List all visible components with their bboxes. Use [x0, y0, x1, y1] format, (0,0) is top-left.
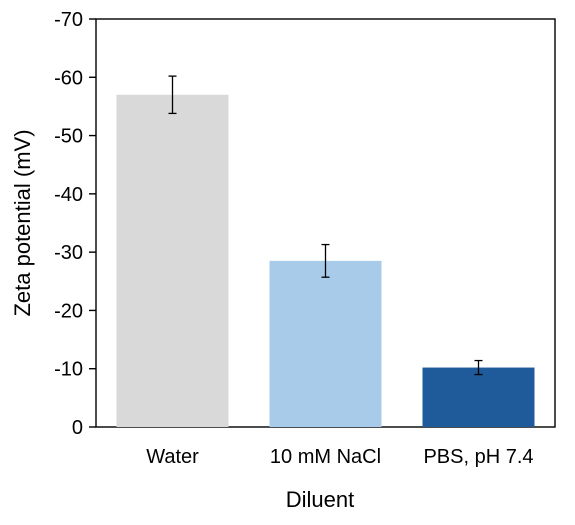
y-tick-label: -10: [54, 359, 83, 381]
x-tick-label: 10 mM NaCl: [270, 446, 381, 468]
bar-water: [116, 94, 229, 428]
y-axis-title: Zeta potential (mV): [10, 129, 35, 316]
bar-10-mm-nacl: [269, 260, 382, 427]
y-tick-label: -30: [54, 242, 83, 264]
error-bar: [168, 75, 177, 115]
x-tick-label: PBS, pH 7.4: [423, 446, 533, 468]
error-bar: [474, 359, 483, 376]
x-axis: Water 10 mM NaCl PBS, pH 7.4: [146, 446, 533, 468]
x-tick-label: Water: [146, 446, 199, 468]
error-bar: [321, 243, 330, 278]
y-tick-label: 0: [72, 417, 83, 439]
y-tick-label: -40: [54, 184, 83, 206]
y-axis: 0 -10 -20 -30 -40 -50 -60 -70: [54, 9, 96, 439]
bars: [116, 94, 535, 428]
error-bars: [168, 75, 483, 376]
y-tick-label: -20: [54, 300, 83, 322]
y-tick-label: -50: [54, 126, 83, 148]
y-tick-label: -70: [54, 9, 83, 31]
y-tick-label: -60: [54, 67, 83, 89]
x-axis-title: Diluent: [286, 487, 354, 512]
bar-pbs-ph-7-4: [422, 367, 535, 427]
